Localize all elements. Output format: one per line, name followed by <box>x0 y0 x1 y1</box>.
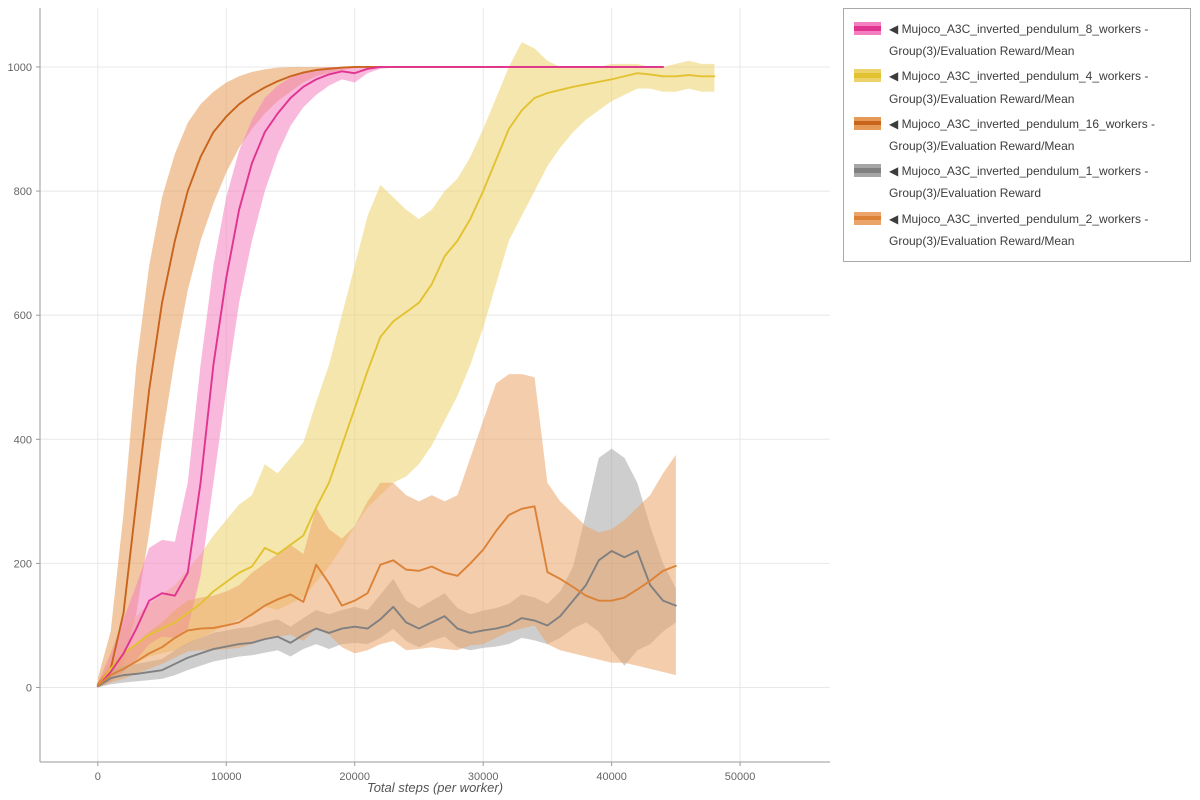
legend-swatch <box>854 22 881 35</box>
series-line <box>96 66 664 688</box>
y-tick-label: 400 <box>14 434 32 446</box>
y-tick-label: 600 <box>14 310 32 322</box>
legend-swatch-line <box>854 120 881 126</box>
legend: ◀ Mujoco_A3C_inverted_pendulum_8_workers… <box>843 8 1191 262</box>
series-band <box>97 42 715 688</box>
legend-swatch-line <box>854 26 881 31</box>
legend-swatch <box>854 164 881 178</box>
legend-swatch-line <box>854 215 881 220</box>
x-tick-label: 20000 <box>339 771 370 783</box>
y-tick-label: 800 <box>14 186 32 198</box>
legend-label: ◀ Mujoco_A3C_inverted_pendulum_2_workers… <box>889 211 1149 248</box>
legend-item-3[interactable]: ◀ Mujoco_A3C_inverted_pendulum_1_workers… <box>854 160 1182 204</box>
series-line <box>96 505 677 687</box>
legend-label: ◀ Mujoco_A3C_inverted_pendulum_8_workers… <box>889 22 1149 59</box>
legend-label: ◀ Mujoco_A3C_inverted_pendulum_4_workers… <box>889 69 1149 106</box>
legend-item-1[interactable]: ◀ Mujoco_A3C_inverted_pendulum_4_workers… <box>854 65 1182 109</box>
legend-swatch-line <box>854 73 881 78</box>
x-tick-label: 40000 <box>596 771 627 783</box>
series-line <box>96 72 716 687</box>
series-line <box>96 550 677 688</box>
x-tick-label: 30000 <box>468 771 499 783</box>
y-tick-label: 200 <box>14 558 32 570</box>
legend-item-4[interactable]: ◀ Mujoco_A3C_inverted_pendulum_2_workers… <box>854 208 1182 252</box>
legend-swatch <box>854 211 881 225</box>
legend-item-2[interactable]: ◀ Mujoco_A3C_inverted_pendulum_16_worker… <box>854 113 1182 157</box>
series-band <box>97 374 676 688</box>
legend-label: ◀ Mujoco_A3C_inverted_pendulum_16_worker… <box>889 116 1156 153</box>
y-tick-label: 1000 <box>8 62 32 74</box>
legend-item-0[interactable]: ◀ Mujoco_A3C_inverted_pendulum_8_workers… <box>854 18 1182 62</box>
legend-swatch <box>854 116 881 130</box>
legend-label: ◀ Mujoco_A3C_inverted_pendulum_1_workers… <box>889 164 1149 201</box>
x-tick-label: 10000 <box>211 771 242 783</box>
x-tick-label: 50000 <box>725 771 756 783</box>
legend-swatch-line <box>854 168 881 173</box>
series-band <box>97 66 664 688</box>
y-tick-label: 0 <box>26 683 32 695</box>
legend-swatch <box>854 69 881 83</box>
x-axis-title: Total steps (per worker) <box>366 780 504 795</box>
x-tick-label: 0 <box>95 771 101 783</box>
